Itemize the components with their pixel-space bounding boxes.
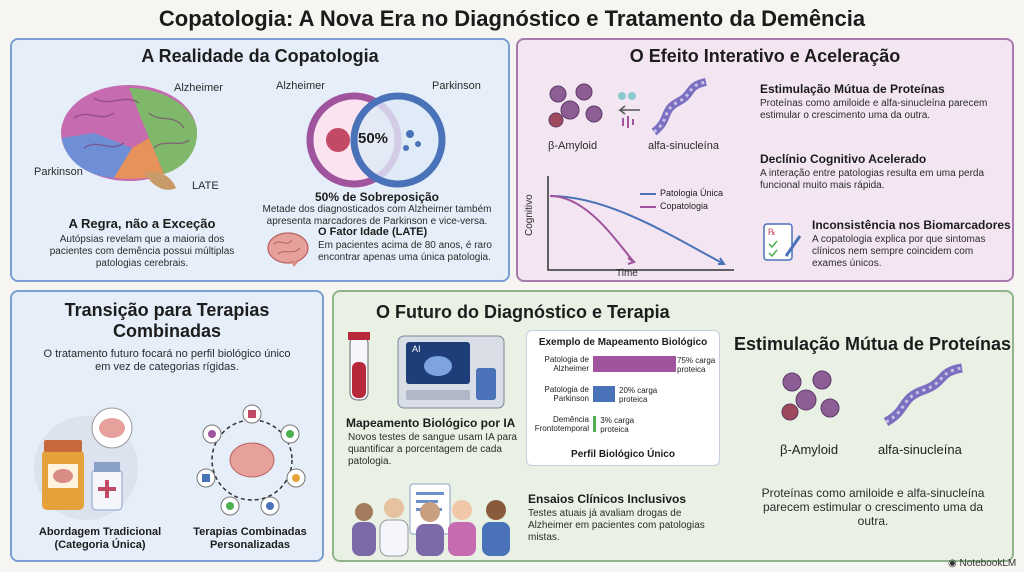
decline-chart xyxy=(547,176,734,271)
ai-text: Novos testes de sangue usam IA para quan… xyxy=(348,432,517,467)
combined-therapies-label: Terapias Combinadas Personalizadas xyxy=(193,526,307,551)
efeito-item-1-text: Proteínas como amiloide e alfa-sinucleín… xyxy=(760,98,988,121)
efeito-item-1-title: Estimulação Mútua de Proteínas xyxy=(760,82,945,96)
amyloid-icon xyxy=(548,83,603,128)
bio-chart-category-label: Patologia de Parkinson xyxy=(544,385,589,403)
futuro-title: O Futuro do Diagnóstico e Terapia xyxy=(376,302,670,322)
synuclein-icon xyxy=(651,78,707,136)
bio-chart-value-label: 3% carga proteica xyxy=(600,416,635,434)
ai-blood-test-icon xyxy=(348,332,505,409)
transicao-title: Transição para Terapias Combinadas xyxy=(64,300,270,341)
bio-chart-category-label: Demência Frontotemporal xyxy=(534,415,589,433)
protein-label-amyloid: β-Amyloid xyxy=(548,140,598,152)
svg-text:℞: ℞ xyxy=(768,228,776,238)
synuclein-icon-2 xyxy=(883,363,963,426)
bio-chart-xlabel: Perfil Biológico Único xyxy=(571,449,675,460)
branding-label: ◉ NotebookLM xyxy=(948,558,1016,569)
trials-text: Testes atuais já avaliam drogas de Alzhe… xyxy=(528,508,705,543)
chart-legend-copath: Copatologia xyxy=(660,201,709,211)
overlap-text: Metade dos diagnosticados com Alzheimer … xyxy=(262,204,492,227)
combined-therapies-icon xyxy=(196,404,306,516)
chart-legend-single: Patologia Única xyxy=(660,188,724,198)
bio-chart-value-label: 75% carga proteica xyxy=(677,356,716,374)
venn-label-right: Parkinson xyxy=(432,80,481,92)
age-title: O Fator Idade (LATE) xyxy=(318,226,428,238)
panel-transicao: Transição para Terapias Combinadas O tra… xyxy=(10,290,324,562)
venn-diagram xyxy=(306,92,446,188)
page-title: Copatologia: A Nova Era no Diagnóstico e… xyxy=(158,6,866,31)
brain-illustration xyxy=(61,85,197,190)
efeito-title: O Efeito Interativo e Aceleração xyxy=(629,46,901,66)
bio-chart-bar xyxy=(593,356,676,372)
bio-chart-category-label: Patologia de Alzheimer xyxy=(544,355,589,373)
venn-center-value: 50% xyxy=(358,130,389,147)
efeito-item-2-text: A interação entre patologias resulta em … xyxy=(760,168,985,191)
branding-text: NotebookLM xyxy=(959,558,1017,569)
bio-chart-bar xyxy=(593,386,615,402)
trials-title: Ensaios Clínicos Inclusivos xyxy=(528,492,687,506)
notebooklm-icon: ◉ xyxy=(948,558,960,569)
interaction-arrow-icon xyxy=(617,92,640,128)
amyloid-icon-2 xyxy=(781,370,840,421)
panel-futuro: O Futuro do Diagnóstico e Terapia AI Map… xyxy=(332,290,1014,562)
bio-chart-bars: Patologia de Alzheimer 75% carga proteica… xyxy=(527,331,719,467)
bio-mapping-card: Exemplo de Mapeamento Biológico Patologi… xyxy=(526,330,720,466)
right-protein-label-synuclein: alfa-sinucleína xyxy=(878,442,962,457)
ai-title: Mapeamento Biológico por IA xyxy=(346,416,516,430)
bio-chart-bar xyxy=(593,416,597,432)
brain-label-late: LATE xyxy=(192,180,219,192)
bio-chart-value-label: 20% carga proteica xyxy=(619,386,658,404)
efeito-item-2-title: Declínio Cognitivo Acelerado xyxy=(760,152,927,166)
panel-efeito: O Efeito Interativo e Aceleração β-Amylo… xyxy=(516,38,1014,282)
bio-chart-title: Exemplo de Mapeamento Biológico xyxy=(538,337,708,348)
rule-title: A Regra, não a Exceção xyxy=(68,216,216,231)
chart-xlabel: Time xyxy=(616,268,638,279)
overlap-title: 50% de Sobreposição xyxy=(314,190,440,204)
right-protein-title: Estimulação Mútua de Proteínas xyxy=(734,334,1012,354)
efeito-item-3-text: A copatologia explica por que sintomas c… xyxy=(812,234,986,269)
realidade-title: A Realidade da Copatologia xyxy=(141,46,379,66)
clipboard-icon: ℞ xyxy=(763,223,802,261)
right-protein-text: Proteínas como amiloide e alfa-sinucleín… xyxy=(761,486,985,528)
traditional-approach-label: Abordagem Tradicional (Categoria Única) xyxy=(38,526,162,551)
brain-label-parkinson: Parkinson xyxy=(34,166,83,178)
rule-text: Autópsias revelam que a maioria dos paci… xyxy=(49,234,235,269)
pill-bottles-icon xyxy=(34,407,138,520)
transicao-text: O tratamento futuro focará no perfil bio… xyxy=(43,348,291,373)
venn-label-left: Alzheimer xyxy=(276,80,325,92)
efeito-item-3-title: Inconsistência nos Biomarcadores xyxy=(812,218,1011,232)
protein-label-synuclein: alfa-sinucleína xyxy=(648,140,719,152)
diverse-patients-icon xyxy=(352,483,510,557)
chart-ylabel: Cognitivo xyxy=(524,194,535,236)
brain-label-alzheimer: Alzheimer xyxy=(174,82,223,94)
brain-icon xyxy=(267,232,309,267)
ai-screen-label: AI xyxy=(412,344,421,354)
panel-realidade: A Realidade da Copatologia Alzheimer Par… xyxy=(10,38,510,282)
age-text: Em pacientes acima de 80 anos, é raro en… xyxy=(318,240,492,263)
right-protein-label-amyloid: β-Amyloid xyxy=(780,442,839,457)
